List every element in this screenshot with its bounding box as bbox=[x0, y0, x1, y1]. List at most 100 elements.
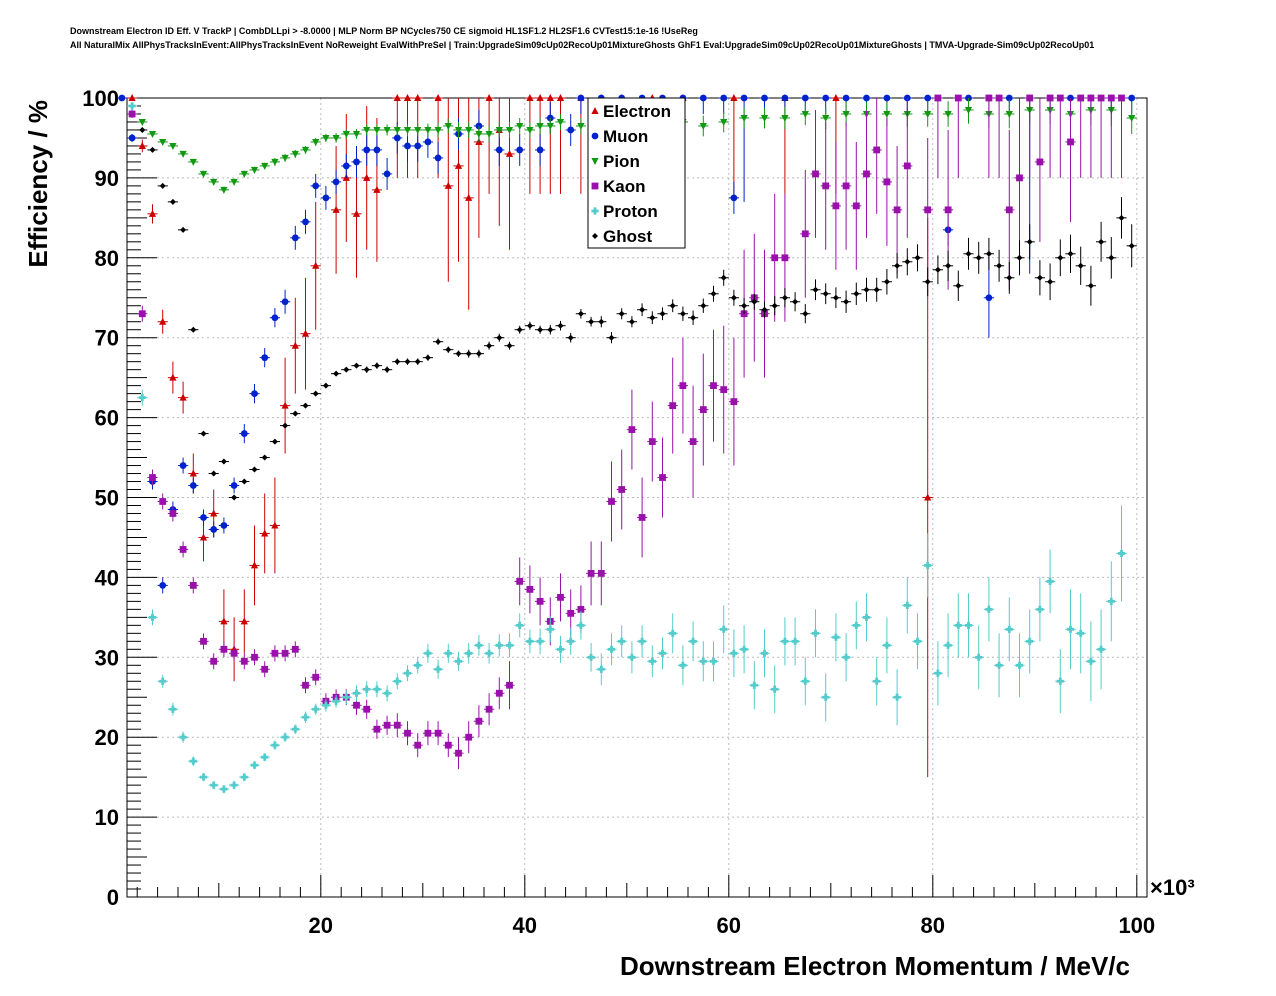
data-point bbox=[159, 677, 167, 685]
x-tick-label: 20 bbox=[309, 913, 333, 938]
data-point bbox=[761, 306, 768, 313]
data-point bbox=[251, 466, 258, 473]
data-point bbox=[220, 785, 228, 793]
data-point bbox=[883, 94, 891, 102]
x-axis-title: Downstream Electron Momentum / MeV/c bbox=[620, 951, 1130, 981]
data-point bbox=[159, 138, 167, 146]
data-point bbox=[1015, 661, 1024, 669]
data-point bbox=[261, 665, 269, 673]
data-point bbox=[200, 514, 207, 521]
data-point bbox=[383, 126, 391, 134]
data-point bbox=[128, 94, 136, 101]
data-point bbox=[465, 126, 473, 134]
data-point bbox=[699, 122, 707, 130]
legend-label: Proton bbox=[603, 202, 658, 221]
data-point bbox=[1016, 254, 1023, 261]
data-point bbox=[659, 474, 666, 481]
data-point bbox=[393, 126, 401, 134]
data-point bbox=[506, 681, 513, 689]
data-point bbox=[138, 310, 146, 318]
data-point bbox=[414, 94, 422, 101]
data-point bbox=[1026, 94, 1034, 102]
data-point bbox=[485, 130, 493, 138]
data-point bbox=[771, 302, 778, 309]
data-point bbox=[353, 158, 360, 166]
data-point bbox=[454, 657, 463, 665]
data-point bbox=[730, 649, 738, 657]
data-point bbox=[720, 94, 728, 102]
data-point bbox=[894, 262, 901, 269]
data-point bbox=[118, 94, 126, 102]
data-point bbox=[404, 142, 411, 150]
data-point bbox=[1087, 94, 1095, 102]
data-point bbox=[251, 653, 258, 661]
data-point bbox=[373, 146, 381, 154]
data-point bbox=[363, 146, 371, 154]
data-point bbox=[1067, 138, 1074, 146]
data-point bbox=[149, 474, 156, 481]
data-point bbox=[1077, 629, 1085, 637]
data-point bbox=[546, 122, 554, 130]
data-point bbox=[1057, 254, 1064, 261]
data-point bbox=[424, 649, 432, 657]
data-point bbox=[588, 318, 595, 325]
data-point bbox=[261, 354, 269, 362]
data-point bbox=[435, 338, 442, 345]
data-point bbox=[832, 633, 840, 641]
y-tick-label: 0 bbox=[107, 885, 119, 910]
data-point bbox=[281, 401, 289, 409]
data-point bbox=[812, 286, 819, 293]
data-point bbox=[537, 326, 544, 333]
data-point bbox=[689, 438, 697, 445]
data-point bbox=[352, 130, 361, 138]
data-point bbox=[995, 94, 1003, 102]
data-point bbox=[1026, 637, 1034, 645]
data-point bbox=[455, 350, 462, 357]
data-point bbox=[210, 178, 218, 186]
data-point bbox=[179, 733, 187, 741]
data-point bbox=[342, 162, 350, 170]
data-point bbox=[924, 94, 932, 102]
data-point bbox=[485, 649, 493, 657]
data-point bbox=[730, 194, 738, 202]
data-point bbox=[536, 122, 544, 130]
data-point bbox=[373, 362, 380, 369]
data-point bbox=[1056, 94, 1064, 102]
data-point bbox=[414, 661, 422, 669]
data-point bbox=[842, 182, 850, 190]
data-point bbox=[250, 761, 259, 769]
data-point bbox=[128, 110, 136, 118]
data-point bbox=[230, 649, 238, 657]
data-point bbox=[893, 693, 901, 701]
data-point bbox=[444, 741, 452, 749]
data-point bbox=[149, 146, 156, 153]
legend-label: Ghost bbox=[603, 227, 652, 246]
data-point bbox=[414, 358, 421, 365]
legend-marker bbox=[591, 107, 599, 114]
data-point bbox=[546, 94, 554, 101]
data-point bbox=[230, 781, 238, 789]
data-point bbox=[434, 154, 442, 162]
data-point bbox=[148, 130, 157, 138]
data-point bbox=[1006, 274, 1013, 281]
data-point bbox=[322, 382, 329, 389]
data-point bbox=[230, 178, 238, 186]
data-point bbox=[781, 294, 788, 301]
data-point bbox=[934, 266, 941, 273]
data-point bbox=[1046, 577, 1054, 585]
data-point bbox=[199, 773, 208, 781]
chart-title-line-1: Downstream Electron ID Eff. V TrackP | C… bbox=[70, 26, 698, 36]
data-point bbox=[393, 721, 401, 729]
data-point bbox=[444, 181, 452, 189]
data-point bbox=[1036, 605, 1044, 613]
data-point bbox=[536, 637, 544, 645]
data-point bbox=[302, 402, 309, 409]
data-marks bbox=[116, 94, 1137, 794]
y-tick-label: 20 bbox=[95, 725, 119, 750]
data-point bbox=[699, 94, 707, 102]
data-point bbox=[1087, 657, 1095, 665]
data-point bbox=[638, 514, 646, 521]
data-point bbox=[679, 661, 687, 669]
data-point bbox=[1087, 282, 1094, 289]
